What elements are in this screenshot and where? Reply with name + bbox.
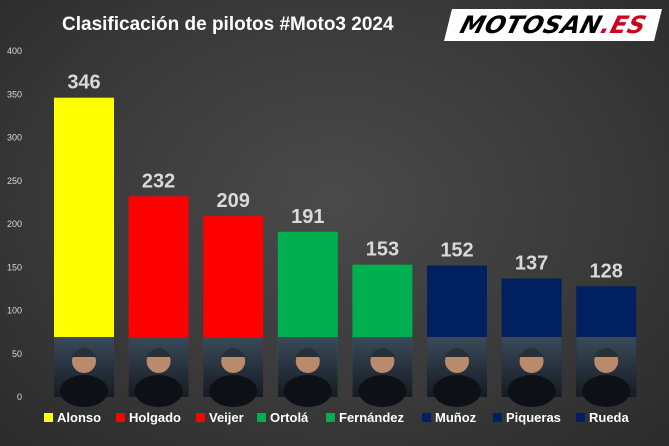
rider-photo (501, 337, 562, 407)
y-tick-label: 400 (7, 46, 22, 56)
legend-swatch (116, 413, 125, 422)
y-tick-label: 50 (12, 349, 22, 359)
data-label: 346 (67, 72, 100, 94)
legend-item: Fernández (326, 410, 405, 425)
data-label: 232 (142, 170, 175, 192)
legend-swatch (576, 413, 585, 422)
rider-photo (352, 337, 413, 407)
chart-title: Clasificación de pilotos #Moto3 2024 (62, 14, 394, 35)
legend-label: Holgado (129, 410, 181, 425)
rider-photo (576, 337, 637, 407)
rider-photo (277, 337, 338, 407)
legend-label: Rueda (589, 410, 630, 425)
legend-item: Rueda (576, 410, 630, 425)
rider-photo (54, 337, 114, 407)
legend-swatch (422, 413, 431, 422)
legend: Alonso Holgado Veijer Ortolá Fernández Muñoz P… (44, 410, 630, 425)
y-axis: 0 50 100 150 200 250 300 350 400 (7, 46, 22, 402)
data-label: 137 (515, 252, 548, 274)
legend-item: Holgado (116, 410, 181, 425)
y-tick-label: 150 (7, 262, 22, 272)
legend-item: Piqueras (493, 410, 561, 425)
legend-label: Veijer (209, 410, 244, 425)
rider-photo (128, 337, 189, 407)
legend-item: Veijer (196, 410, 244, 425)
legend-label: Fernández (339, 410, 405, 425)
data-label: 209 (217, 190, 250, 212)
legend-item: Muñoz (422, 410, 477, 425)
legend-item: Alonso (44, 410, 101, 425)
y-tick-label: 300 (7, 133, 22, 143)
data-label: 191 (291, 206, 324, 228)
legend-label: Muñoz (435, 410, 477, 425)
legend-label: Ortolá (270, 410, 309, 425)
legend-swatch (44, 413, 53, 422)
rider-photo (203, 337, 264, 407)
legend-label: Alonso (57, 410, 101, 425)
legend-swatch (493, 413, 502, 422)
y-tick-label: 350 (7, 89, 22, 99)
legend-swatch (326, 413, 335, 422)
rider-photo (427, 337, 487, 407)
legend-swatch (257, 413, 266, 422)
data-label: 153 (366, 239, 399, 261)
y-tick-label: 200 (7, 219, 22, 229)
legend-item: Ortolá (257, 410, 309, 425)
legend-swatch (196, 413, 205, 422)
y-tick-label: 250 (7, 176, 22, 186)
data-label: 128 (590, 260, 623, 282)
data-label: 152 (440, 240, 473, 262)
bars: 346 232 209 191 153 152 137 128 (54, 72, 637, 407)
legend-label: Piqueras (506, 410, 561, 425)
y-tick-label: 0 (17, 392, 22, 402)
y-tick-label: 100 (7, 306, 22, 316)
